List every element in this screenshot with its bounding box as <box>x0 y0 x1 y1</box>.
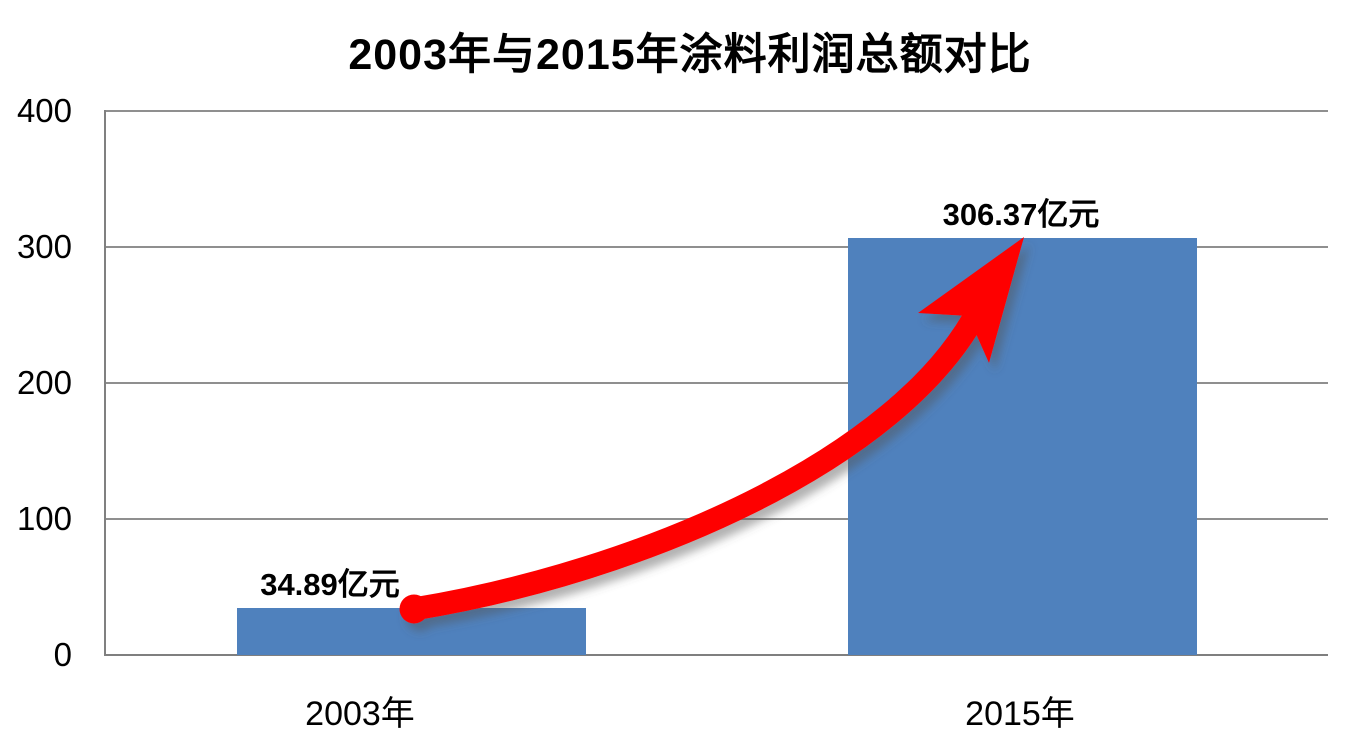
data-label-2003: 34.89亿元 <box>260 567 400 602</box>
ytick-label-300: 300 <box>16 228 72 265</box>
gridline-400 <box>105 110 1328 112</box>
ytick-label-0: 0 <box>53 636 72 673</box>
ytick-label-200: 200 <box>16 364 72 401</box>
ytick-label-400: 400 <box>16 92 72 129</box>
ytick-label-100: 100 <box>16 500 72 537</box>
x-axis-baseline <box>105 654 1328 656</box>
xtick-label-2015: 2015年 <box>965 695 1075 733</box>
y-axis-line <box>104 110 106 656</box>
bar-2015 <box>848 238 1197 655</box>
data-label-2015: 306.37亿元 <box>942 197 1100 232</box>
xtick-label-2003: 2003年 <box>305 695 415 733</box>
bar-2003 <box>237 608 586 655</box>
chart-title: 2003年与2015年涂料利润总额对比 <box>348 31 1032 79</box>
gridline-300 <box>105 246 1328 248</box>
